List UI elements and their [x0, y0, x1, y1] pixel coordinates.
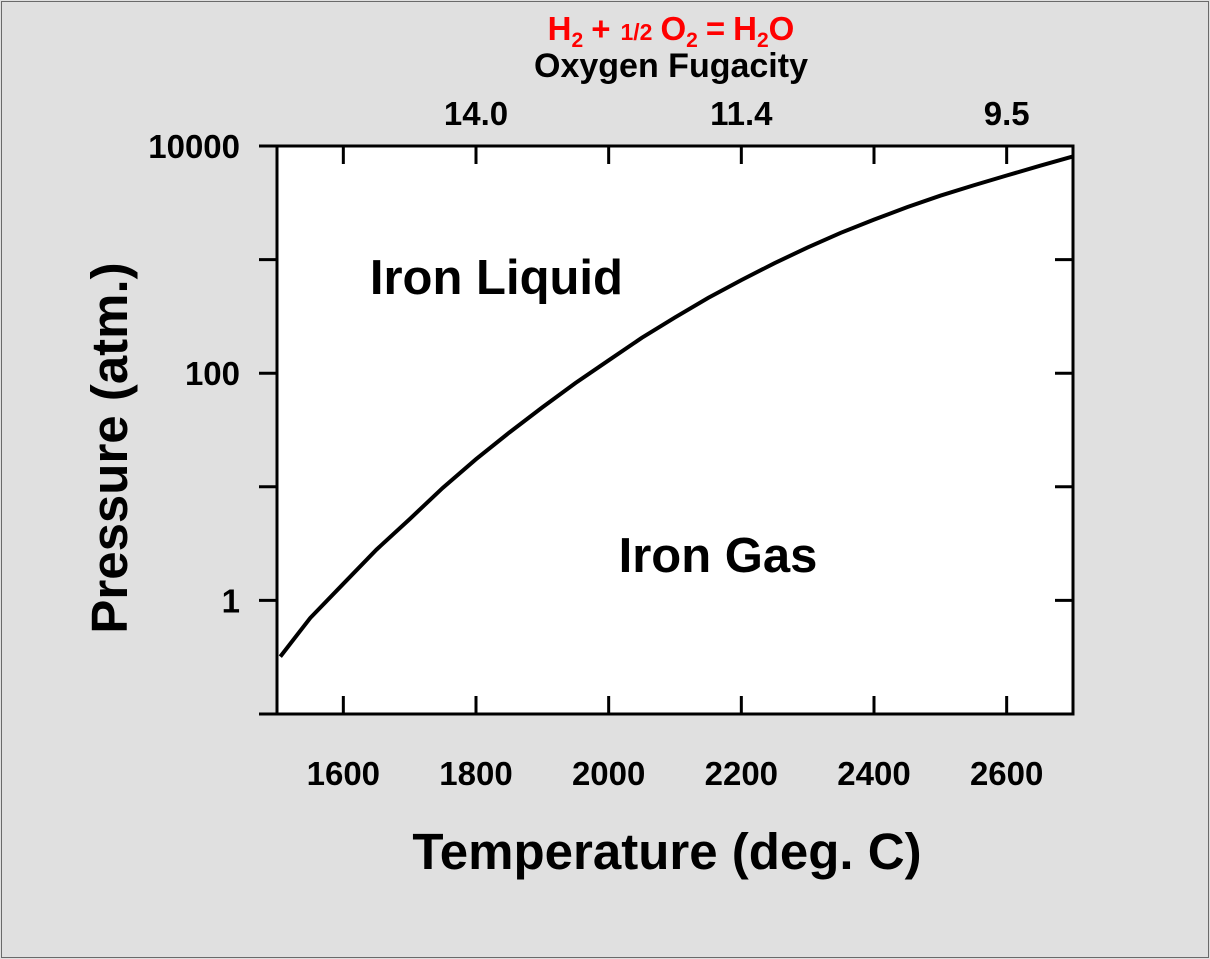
y-axis-label: Pressure (atm.) [81, 262, 138, 633]
reaction-h: H [548, 10, 572, 47]
x-tick-label-2400: 2400 [837, 755, 910, 792]
phase-boundary-line [278, 154, 1074, 658]
x-axis-label: Temperature (deg. C) [412, 823, 921, 880]
reaction-sub-2c: 2 [757, 29, 769, 52]
x-tick-label-1800: 1800 [439, 755, 512, 792]
reaction-half: 1/2 [620, 19, 652, 45]
reaction-plus: + [591, 10, 610, 47]
x-tick-label-2200: 2200 [705, 755, 778, 792]
reaction-sub-2b: 2 [686, 29, 698, 52]
region-label-iron-liquid: Iron Liquid [370, 251, 623, 305]
reaction-sub-2: 2 [572, 29, 584, 52]
axis-ticks [259, 144, 1073, 716]
axis-tick-labels: 1600 1800 2000 2200 2400 2600 14.0 11.4 9.5 1 100 1… [148, 95, 1043, 792]
y-tick-label-10000: 10000 [148, 128, 240, 165]
reaction-equals: = [706, 10, 725, 47]
y-tick-label-1: 1 [222, 582, 240, 619]
top-tick-label-9.5: 9.5 [984, 95, 1030, 132]
reaction-h2o-h: H [733, 10, 757, 47]
reaction-o: O [660, 10, 686, 47]
reaction-h2o-o: O [769, 10, 795, 47]
x-tick-label-2000: 2000 [572, 755, 645, 792]
reaction-title: H2 +1/2 O2 = H2O [548, 10, 795, 52]
region-label-iron-gas: Iron Gas [619, 529, 818, 583]
plot-area [275, 144, 1075, 716]
y-tick-label-100: 100 [185, 355, 240, 392]
top-tick-label-11.4: 11.4 [710, 95, 773, 132]
top-tick-label-14.0: 14.0 [444, 95, 508, 132]
x-tick-label-2600: 2600 [970, 755, 1043, 792]
x-tick-label-1600: 1600 [307, 755, 380, 792]
top-axis-label: Oxygen Fugacity [534, 47, 808, 85]
